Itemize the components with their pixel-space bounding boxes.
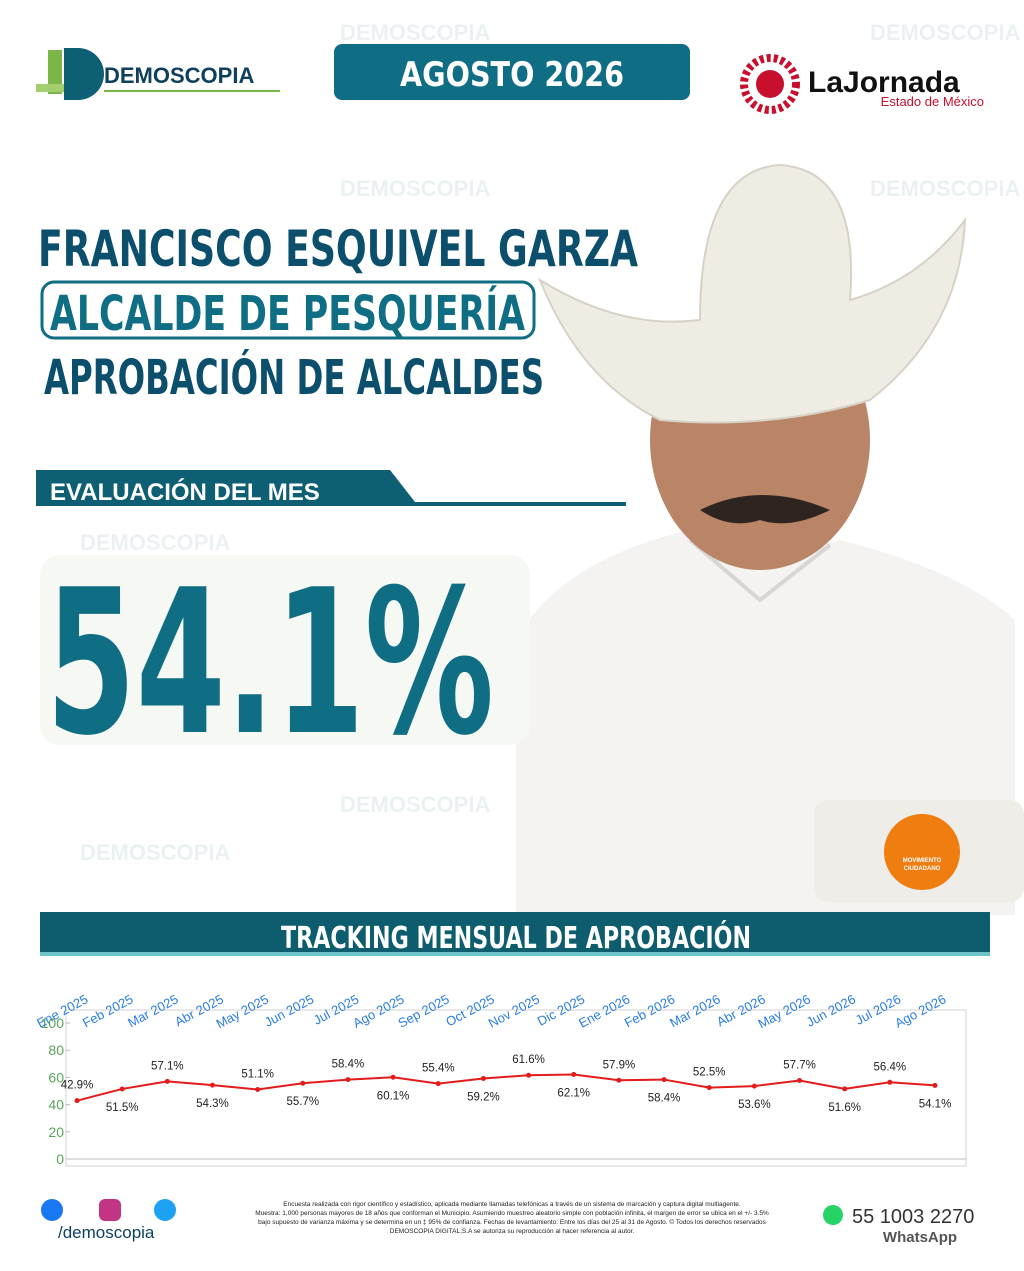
watermark: DEMOSCOPIA [870,176,1020,201]
data-label: 55.4% [422,1063,455,1075]
party-name-2: CIUDADANO [904,866,941,872]
phone-label: WhatsApp [883,1229,957,1246]
watermark: DEMOSCOPIA [340,20,490,45]
date-badge [334,44,690,100]
chart-title-bar [40,912,990,956]
data-point [842,1086,848,1092]
disclaimer-line: bajo supuesto de varianza máxima y se de… [258,1218,766,1226]
data-point [209,1082,215,1088]
data-point [435,1081,441,1087]
evaluation-banner [36,470,415,502]
position-frame [40,280,536,340]
data-point [345,1077,351,1083]
date: AGOSTO 2026 [400,55,624,95]
partner-name: LaJornada [808,66,960,99]
data-point [661,1077,667,1083]
party-logo [884,814,960,890]
data-label: 51.6% [828,1102,861,1114]
data-label: 62.1% [557,1088,590,1100]
data-point [119,1086,125,1092]
watermark: DEMOSCOPIA [870,20,1020,45]
data-point [616,1077,622,1083]
data-label: 51.5% [106,1102,139,1114]
data-label: 57.7% [783,1060,816,1072]
disclaimer-line: DEMOSCOPIA DIGITAL,S.A se autoriza su re… [390,1228,635,1235]
evaluation-panel [40,555,530,745]
y-tick-label: 100 [41,1015,65,1031]
social-handle: /demoscopia [58,1223,155,1242]
candidate-name: FRANCISCO ESQUIVEL GARZA [38,220,638,278]
brand-name: DEMOSCOPIA [104,63,254,88]
plot-area [65,1009,967,1167]
watermark: DEMOSCOPIA [80,530,230,555]
data-point [300,1080,306,1086]
watermark: DEMOSCOPIA [340,176,490,201]
partner-subtitle: Estado de México [881,94,984,109]
data-point [751,1083,757,1089]
data-label: 60.1% [377,1090,410,1102]
whatsapp-icon [823,1205,843,1225]
data-label: 57.1% [151,1060,184,1072]
evaluation-label: EVALUACIÓN DEL MES [50,478,320,506]
party-name-1: MOVIMIENTO [903,858,942,864]
data-point [887,1079,893,1085]
social-icons [41,1199,176,1221]
y-tick-label: 40 [48,1097,64,1113]
y-tick-label: 80 [48,1042,64,1058]
data-label: 51.1% [241,1069,274,1081]
data-label: 61.6% [512,1054,545,1066]
brand-logo: DEMOSCOPIA [36,48,280,100]
data-point [797,1078,803,1084]
data-label: 54.3% [196,1098,229,1110]
data-label: 55.7% [286,1096,319,1108]
data-label: 57.9% [603,1059,636,1071]
data-label: 58.4% [332,1059,365,1071]
y-tick-label: 20 [48,1124,64,1140]
data-point [571,1072,577,1078]
disclaimer-line: Encuesta realizada con rigor científico … [283,1201,741,1208]
data-label: 52.5% [693,1067,726,1079]
data-label: 56.4% [874,1061,907,1073]
partner-logo: LaJornada Estado de México [740,54,984,114]
data-point [932,1082,938,1088]
y-tick-label: 60 [48,1069,64,1085]
data-point [706,1085,712,1091]
y-tick-label: 0 [56,1151,64,1167]
data-point [255,1087,261,1093]
chart-title: TRACKING MENSUAL DE APROBACIÓN [281,919,751,956]
position: ALCALDE DE PESQUERÍA [50,285,525,342]
data-point [74,1098,80,1104]
data-point [164,1078,170,1084]
data-point [480,1075,486,1081]
chart-title-rule [40,952,990,956]
evaluation-rule [36,502,626,506]
data-label: 59.2% [467,1091,500,1103]
phone: 55 1003 2270 [852,1206,974,1228]
data-label: 54.1% [919,1098,952,1110]
data-label: 53.6% [738,1099,771,1111]
data-label: 42.9% [61,1080,94,1092]
disclaimer: Encuesta realizada con rigor científico … [255,1201,769,1235]
data-point [526,1072,532,1078]
disclaimer-line: Muestra: 1,000 personas mayores de 18 añ… [255,1210,769,1217]
evaluation-value: 54.1% [46,547,494,780]
watermark: DEMOSCOPIA [340,792,490,817]
watermark: DEMOSCOPIA [80,840,230,865]
data-point [390,1074,396,1080]
data-line [76,1073,936,1102]
topic: APROBACIÓN DE ALCALDES [44,349,544,406]
data-label: 58.4% [648,1093,681,1105]
